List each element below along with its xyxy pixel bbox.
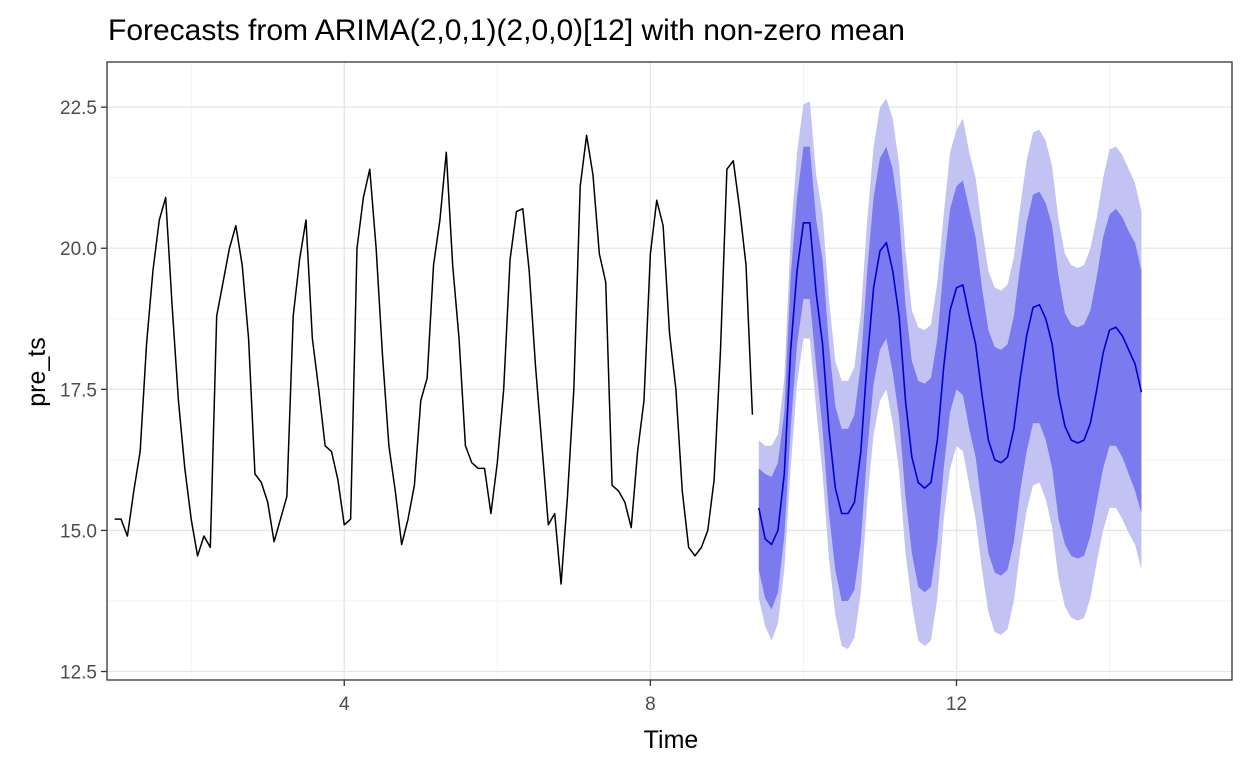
x-tick-label: 12 <box>946 694 967 715</box>
y-tick-label: 12.5 <box>60 663 97 684</box>
y-tick-label: 17.5 <box>60 380 97 401</box>
plot-panel: 4 8 12 12.5 15.0 17.5 20.0 22.5 <box>60 61 1233 715</box>
forecast-mean-line <box>758 222 1143 546</box>
y-axis-title: pre_ts <box>23 337 51 406</box>
panel-border <box>106 61 1233 681</box>
x-tick-label: 8 <box>645 694 656 715</box>
y-tick-label: 15.0 <box>60 521 97 542</box>
y-tick-label: 20.0 <box>60 239 97 260</box>
forecast-80-interval-band <box>758 146 1142 610</box>
x-axis-title: Time <box>644 726 699 754</box>
x-tick-label: 4 <box>339 694 350 715</box>
chart-title: Forecasts from ARIMA(2,0,1)(2,0,0)[12] w… <box>108 14 905 47</box>
observed-series-line <box>114 134 754 585</box>
y-tick-label: 22.5 <box>60 98 97 119</box>
